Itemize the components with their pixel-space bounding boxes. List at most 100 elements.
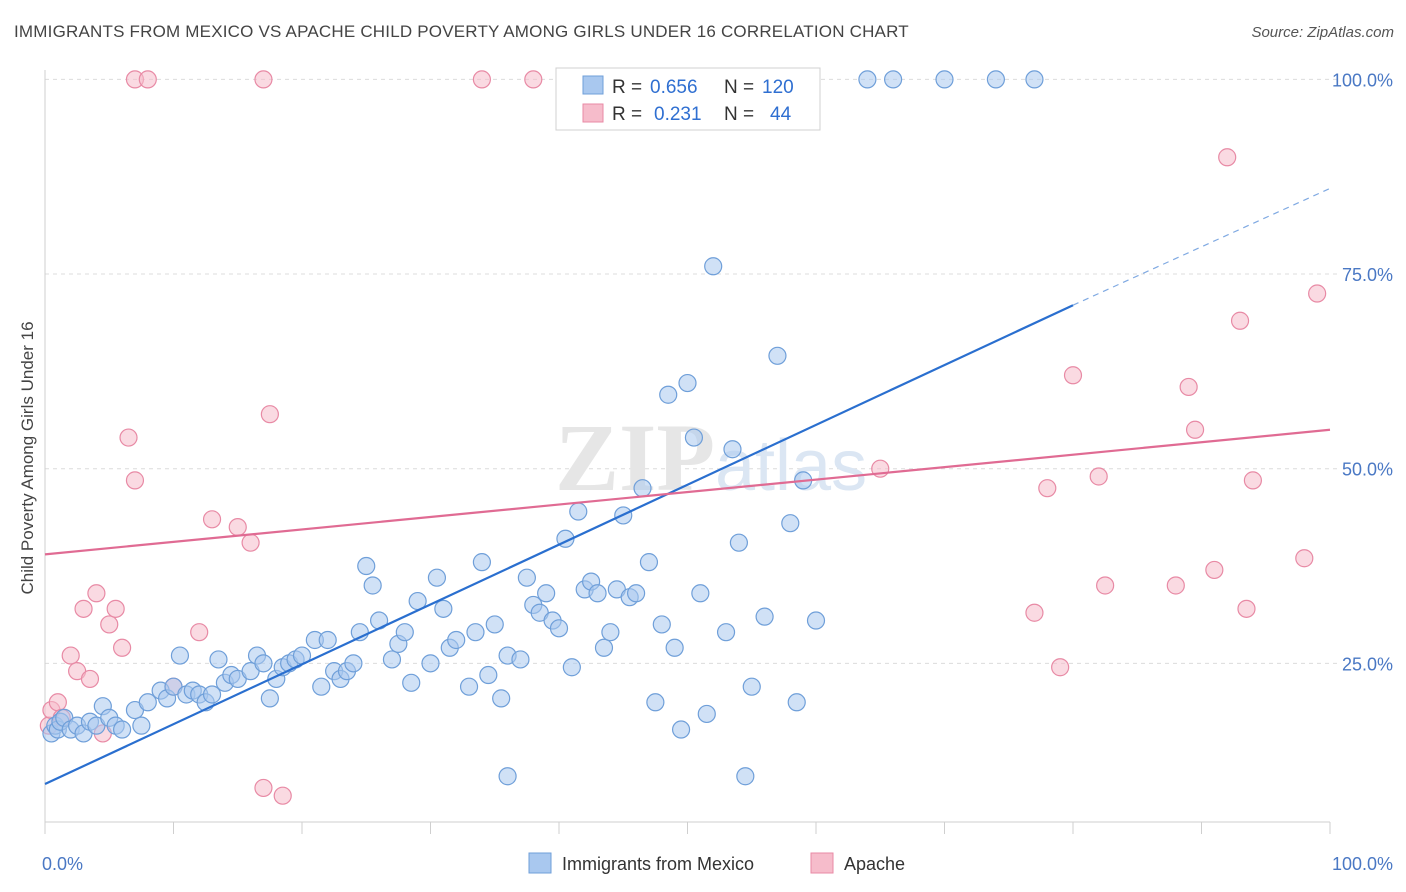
apache-point	[472, 70, 491, 89]
mexico-point	[729, 533, 749, 552]
y-tick-label: 75.0%	[1342, 265, 1393, 285]
mexico-point	[318, 630, 337, 650]
bottom-legend-label-apache: Apache	[844, 854, 905, 874]
mexico-point	[485, 615, 504, 634]
legend-r-label-apache: R =	[612, 104, 642, 125]
mexico-point	[344, 654, 363, 673]
mexico-point	[363, 576, 382, 595]
apache-point	[1205, 560, 1224, 580]
y-tick-label: 100.0%	[1332, 70, 1393, 90]
axes	[44, 70, 1331, 834]
apache-point	[80, 669, 100, 689]
mexico-point	[665, 638, 684, 657]
apache-point	[74, 599, 93, 618]
mexico-point	[132, 716, 151, 735]
apache-point	[61, 646, 80, 665]
mexico-point	[537, 584, 556, 603]
mexico-point	[254, 654, 273, 673]
apache-point	[1063, 366, 1083, 385]
trend-lines	[44, 187, 1331, 786]
apache-point	[241, 533, 260, 552]
apache-point	[1179, 377, 1198, 397]
apache-point	[119, 428, 138, 447]
mexico-point	[697, 704, 716, 724]
legend-n-label-mexico: N =	[724, 77, 754, 98]
mexico-point	[704, 257, 723, 276]
apache-point	[1218, 148, 1237, 167]
mexico-point	[639, 553, 659, 572]
mexico-points	[42, 70, 1044, 786]
apache-point	[138, 70, 157, 89]
x-tick-label-end: 100.0%	[1332, 854, 1393, 874]
legend-n-value-apache: 44	[770, 104, 792, 125]
mexico-point	[569, 502, 588, 521]
mexico-point	[742, 677, 761, 696]
mexico-point	[447, 630, 466, 650]
y-axis-label: Child Poverty Among Girls Under 16	[18, 321, 37, 594]
apache-point	[524, 70, 543, 89]
apache-point	[112, 638, 132, 657]
apache-point	[273, 786, 292, 805]
legend-n-value-mexico: 120	[762, 77, 794, 98]
mexico-point	[402, 673, 421, 692]
mexico-point	[768, 346, 787, 365]
mexico-point	[652, 615, 671, 634]
mexico-point	[209, 650, 228, 669]
y-tick-label: 50.0%	[1342, 460, 1393, 480]
apache-point	[48, 693, 67, 712]
apache-points	[39, 70, 1327, 805]
y-tick-label: 25.0%	[1342, 654, 1393, 674]
mexico-point	[601, 623, 620, 642]
mexico-point	[633, 479, 652, 498]
apache-trend-line	[44, 428, 1331, 556]
bottom-legend-label-mexico: Immigrants from Mexico	[562, 854, 754, 874]
mexico-point	[138, 693, 157, 712]
x-tick-label-start: 0.0%	[42, 854, 83, 874]
mexico-point	[562, 658, 581, 677]
apache-point	[254, 70, 273, 89]
mexico-point	[659, 385, 678, 404]
mexico-point	[459, 677, 479, 696]
mexico-point	[434, 599, 453, 618]
legend-n-label-apache: N =	[724, 104, 754, 125]
mexico-point	[479, 665, 498, 685]
bottom-legend-swatch-apache	[810, 852, 834, 874]
legend-r-value-mexico: 0.656	[650, 77, 698, 98]
mexico-point	[588, 584, 607, 603]
mexico-point	[594, 638, 614, 657]
apache-point	[190, 623, 209, 642]
apache-point	[106, 599, 125, 618]
mexico-point	[723, 440, 742, 459]
mexico-point	[716, 623, 736, 642]
watermark-atlas: atlas	[715, 426, 867, 506]
mexico-point	[492, 689, 511, 708]
mexico-point	[498, 767, 517, 786]
legend-r-label-mexico: R =	[612, 77, 642, 98]
apache-point	[1166, 576, 1185, 595]
apache-point	[1230, 311, 1250, 330]
legend-r-value-apache: 0.231	[654, 104, 702, 125]
mexico-point	[883, 70, 903, 89]
mexico-trend-extension	[1072, 187, 1331, 306]
apache-point	[1038, 479, 1057, 498]
apache-point	[125, 471, 145, 490]
source-credit: Source: ZipAtlas.com	[1251, 24, 1394, 41]
apache-point	[254, 778, 273, 798]
mexico-point	[472, 553, 491, 572]
mexico-point	[684, 428, 704, 447]
mexico-point	[421, 654, 440, 673]
legend-swatch-mexico	[582, 75, 604, 95]
mexico-point	[549, 619, 569, 638]
gridlines	[45, 78, 1338, 664]
mexico-point	[357, 556, 376, 576]
mexico-point	[935, 70, 954, 89]
mexico-point	[312, 677, 331, 696]
mexico-point	[112, 720, 132, 739]
mexico-point	[787, 693, 806, 712]
mexico-point	[202, 685, 222, 704]
apache-point	[1237, 599, 1256, 618]
mexico-point	[170, 646, 190, 665]
tick-labels: 25.0% 50.0% 75.0% 100.0% 0.0% 100.0%	[42, 70, 1393, 874]
mexico-point	[1025, 70, 1044, 89]
